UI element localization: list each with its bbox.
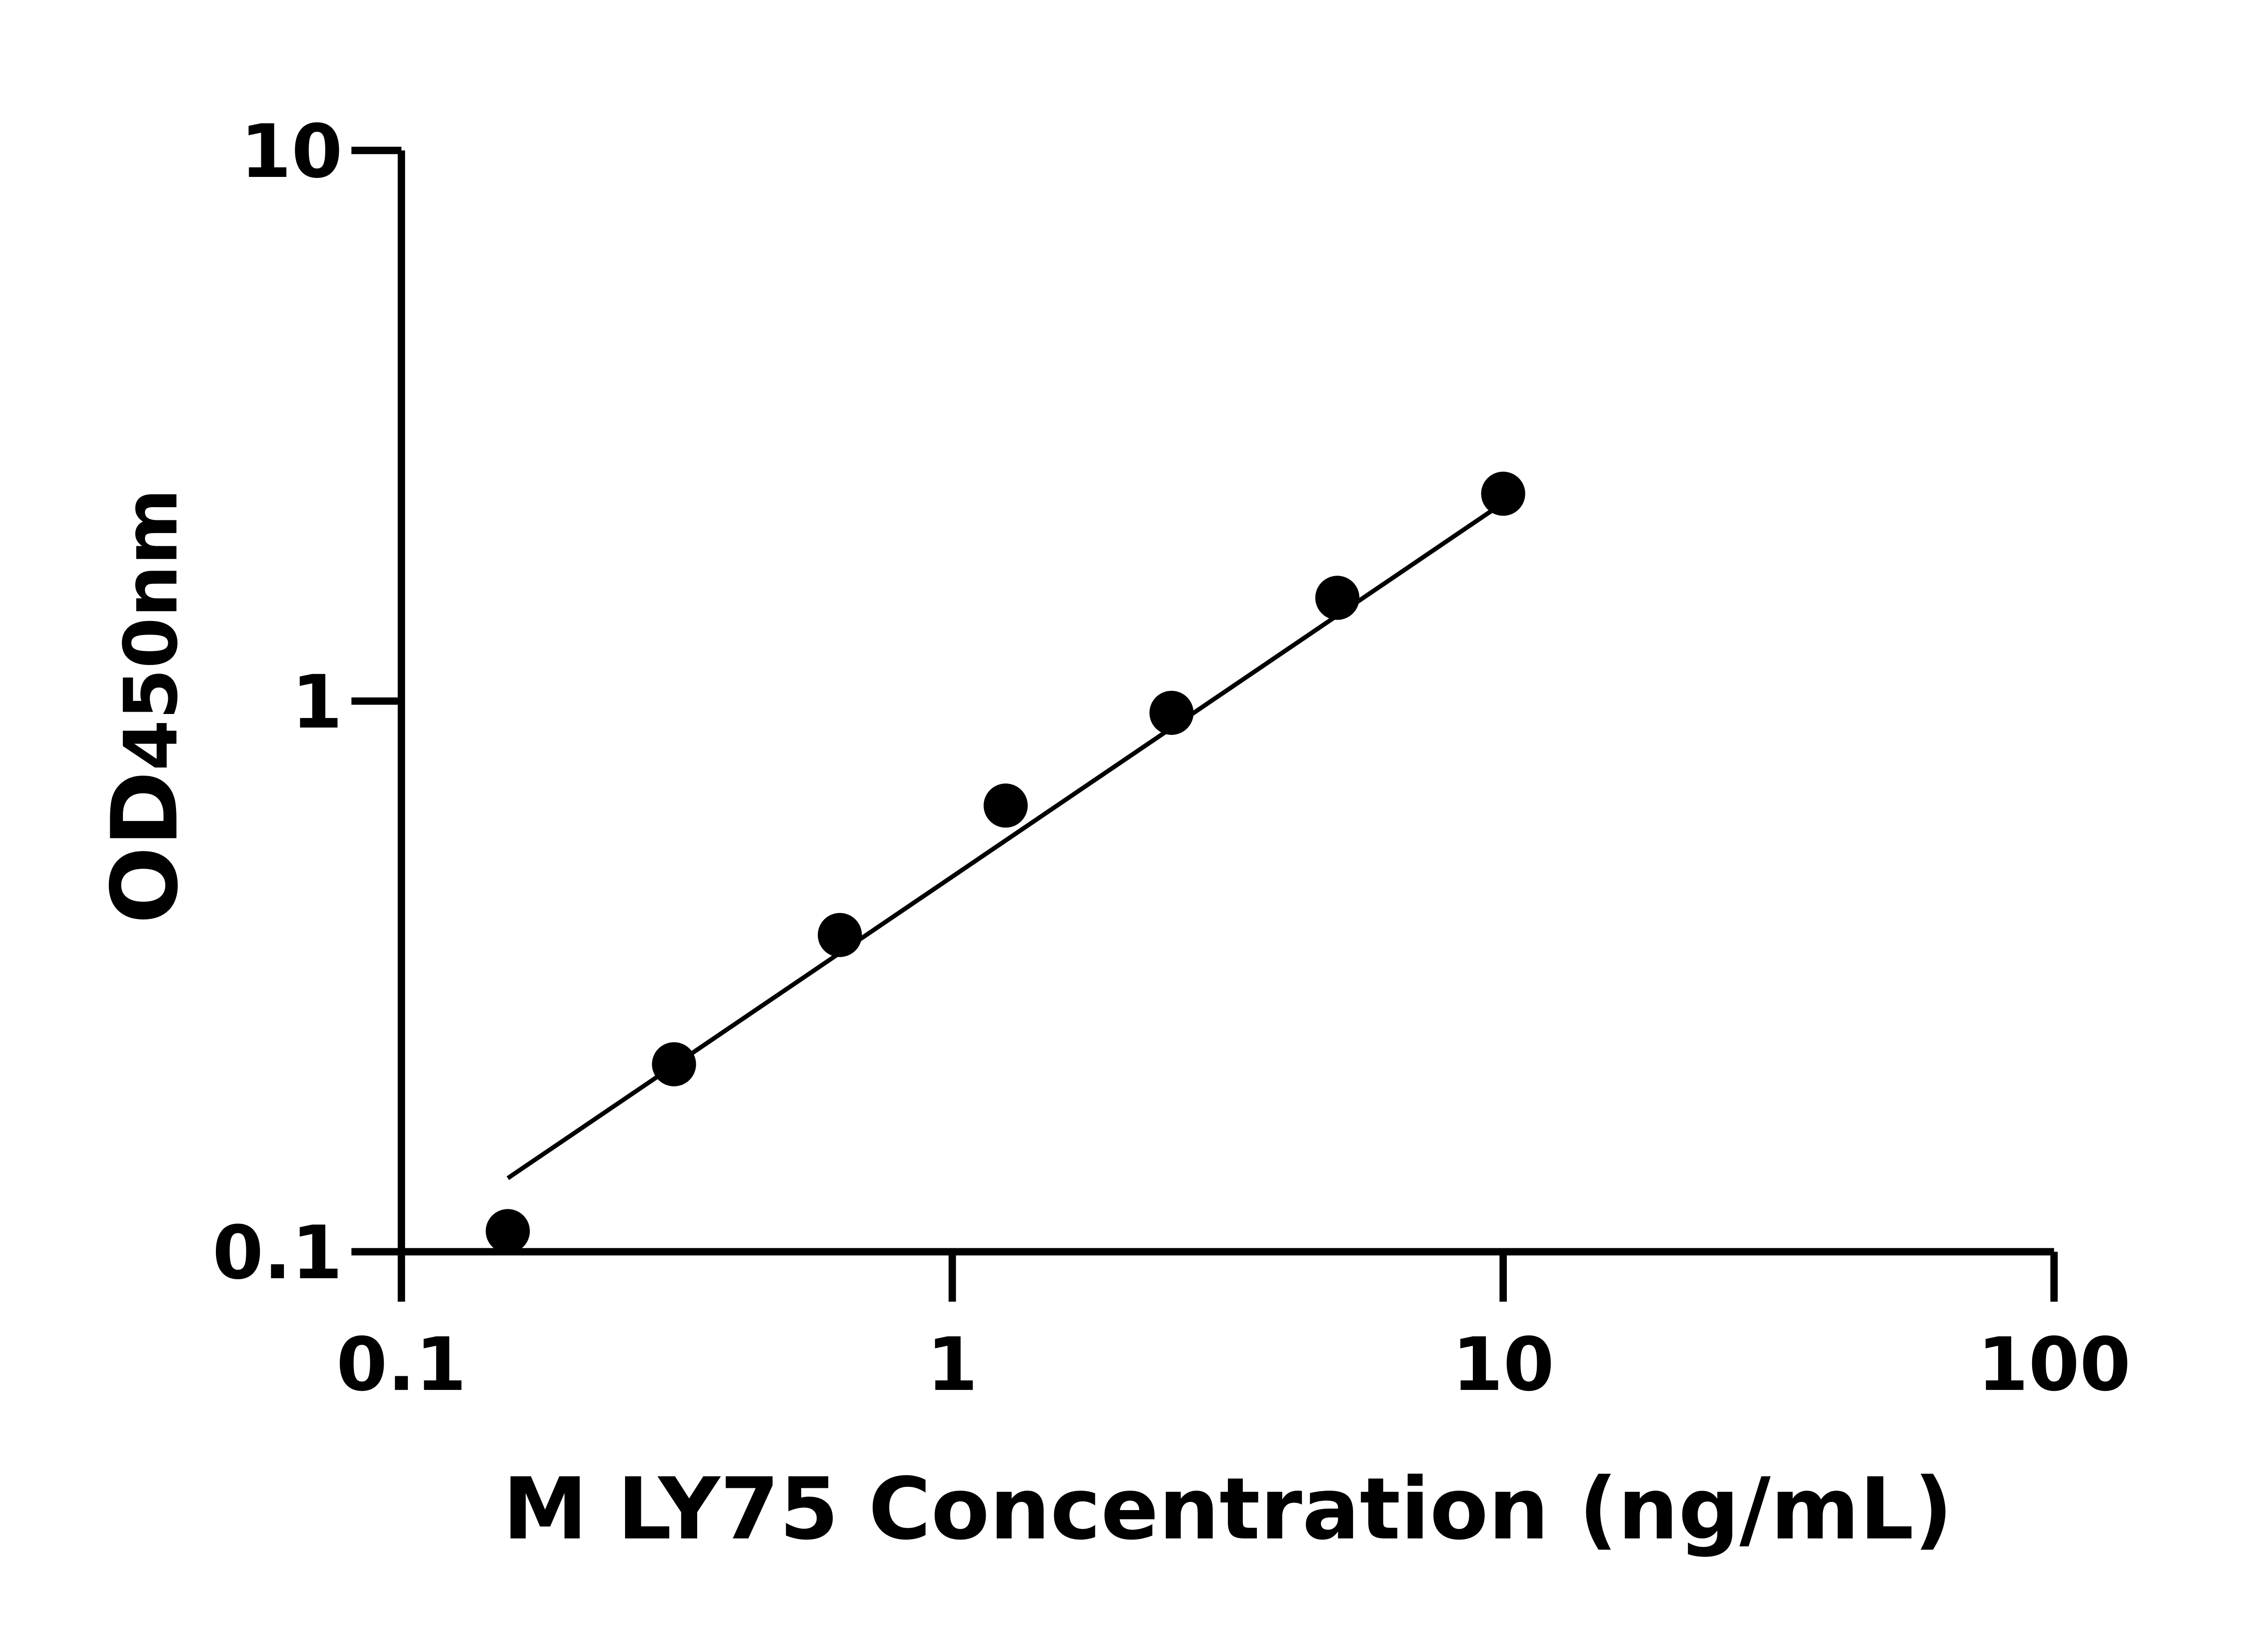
data-point bbox=[652, 1042, 696, 1086]
y-tick-label: 1 bbox=[291, 660, 342, 745]
axes bbox=[397, 150, 2054, 1256]
y-axis-label-main: OD bbox=[92, 771, 198, 924]
x-tick-label: 10 bbox=[1452, 1322, 1554, 1408]
x-axis-label: M LY75 Concentration (ng/mL) bbox=[503, 1460, 1953, 1559]
data-point bbox=[1149, 690, 1194, 735]
y-tick-label: 0.1 bbox=[212, 1211, 342, 1296]
x-tick-label: 1 bbox=[927, 1322, 978, 1408]
data-point bbox=[1481, 471, 1525, 516]
data-point bbox=[817, 913, 862, 957]
data-points bbox=[485, 471, 1525, 1253]
data-point bbox=[983, 783, 1028, 828]
x-tick-label: 0.1 bbox=[336, 1322, 466, 1408]
data-point bbox=[1315, 576, 1359, 620]
y-axis-label-sub: 450nm bbox=[109, 489, 194, 771]
x-tick-label: 100 bbox=[1977, 1322, 2131, 1408]
data-point bbox=[485, 1209, 530, 1253]
ticks: 0.1 1 10 100 0.1 1 10 bbox=[212, 109, 2131, 1408]
y-tick-label: 10 bbox=[240, 109, 343, 195]
y-axis-label: OD450nm bbox=[92, 489, 198, 924]
